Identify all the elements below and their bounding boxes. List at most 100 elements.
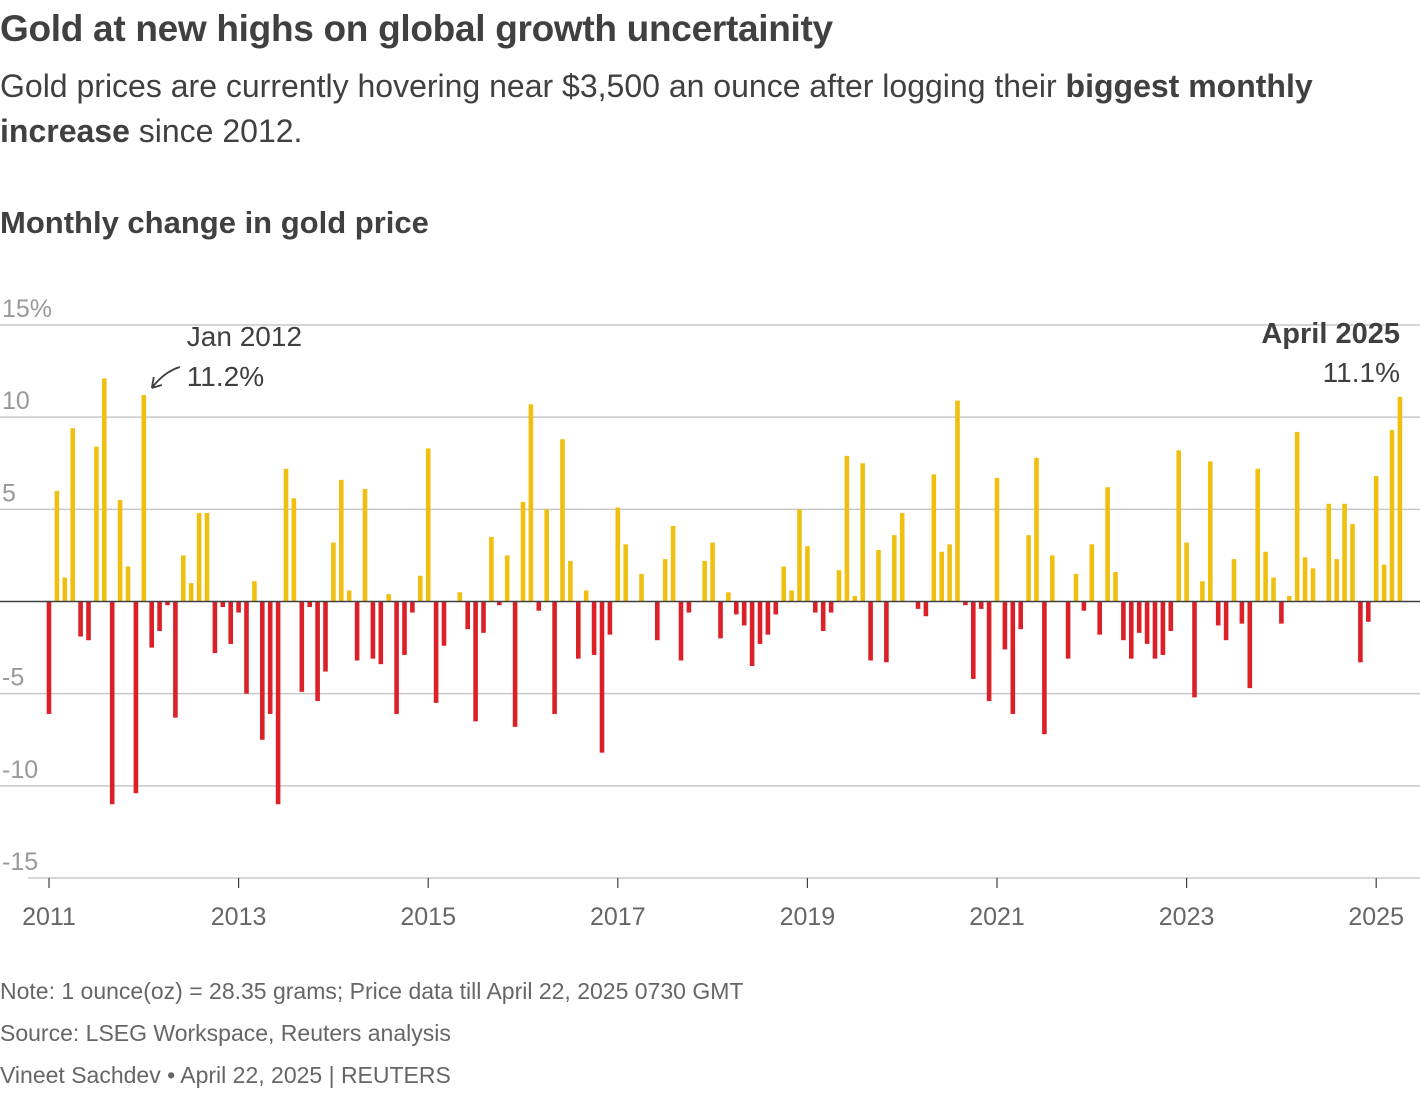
bar	[576, 601, 581, 659]
x-tick-label: 2021	[969, 903, 1025, 931]
bar	[623, 544, 628, 602]
bar	[734, 601, 739, 615]
footer-source: Source: LSEG Workspace, Reuters analysis	[0, 1020, 451, 1046]
bar	[410, 601, 415, 613]
bar	[639, 573, 644, 602]
bar	[662, 559, 668, 602]
dek: Gold prices are currently hovering near …	[0, 64, 1410, 154]
bar	[686, 601, 692, 613]
bar	[789, 590, 794, 602]
bar	[1184, 542, 1189, 602]
bar	[489, 536, 494, 602]
bar	[1144, 601, 1150, 644]
bar	[465, 601, 470, 630]
bar	[307, 601, 312, 608]
bar	[892, 535, 897, 602]
bar	[741, 601, 747, 626]
bar	[1231, 559, 1237, 602]
bar	[1121, 601, 1126, 641]
bar	[1342, 503, 1347, 602]
bar	[1366, 601, 1371, 622]
headline: Gold at new highs on global growth uncer…	[0, 8, 833, 49]
bar	[1389, 430, 1395, 602]
bar	[181, 555, 186, 602]
bar	[457, 592, 463, 602]
bar	[1239, 601, 1245, 624]
y-axis-labels: 15% 10 5 -5 -10 -15	[2, 295, 52, 876]
bar	[710, 542, 715, 602]
bars	[46, 378, 1403, 805]
bar	[157, 601, 162, 631]
bar	[1271, 577, 1276, 602]
y-tick-label: -15	[2, 848, 38, 876]
bar	[836, 570, 842, 602]
bar	[1136, 601, 1142, 633]
bar	[591, 601, 597, 655]
x-tick-label: 2011	[22, 903, 76, 931]
bar	[512, 601, 518, 727]
bar	[899, 513, 905, 602]
bar	[813, 601, 818, 613]
footer-note: Note: 1 ounce(oz) = 28.35 grams; Price d…	[0, 978, 744, 1004]
bar	[923, 601, 929, 617]
bar	[1200, 581, 1205, 602]
chart-title: Monthly change in gold price	[0, 205, 429, 240]
bar	[1010, 601, 1016, 714]
bar	[1168, 601, 1174, 631]
bar	[947, 544, 952, 602]
bar	[109, 601, 115, 805]
bar	[805, 546, 810, 602]
y-tick-label: -5	[2, 664, 24, 692]
bar	[1105, 487, 1110, 602]
bar	[433, 601, 439, 703]
bar	[1073, 573, 1079, 602]
bar	[283, 468, 289, 602]
bar	[418, 575, 423, 602]
bar	[568, 560, 573, 602]
bar	[599, 601, 605, 753]
x-tick-label: 2013	[211, 903, 267, 931]
bar	[173, 601, 178, 718]
bar	[655, 601, 660, 641]
bar	[615, 507, 621, 602]
bar	[884, 601, 889, 663]
bar	[844, 455, 850, 602]
bar	[149, 601, 154, 648]
bar	[165, 601, 170, 606]
bar	[860, 463, 865, 602]
bar	[331, 542, 336, 602]
bar	[828, 601, 834, 613]
bar	[1310, 568, 1316, 602]
bar	[117, 500, 123, 602]
bar	[994, 477, 1000, 602]
bar	[62, 577, 68, 602]
bar	[1034, 457, 1039, 602]
bar	[781, 566, 786, 602]
bar	[852, 595, 858, 602]
bar	[718, 601, 723, 639]
y-tick-label: -10	[2, 756, 38, 784]
bar	[1160, 601, 1166, 655]
x-tick-label: 2023	[1159, 903, 1215, 931]
bar	[978, 601, 984, 609]
bar	[204, 513, 210, 602]
bar	[46, 601, 52, 714]
bar	[236, 601, 241, 613]
bar	[749, 601, 755, 667]
bar	[670, 525, 676, 602]
bar	[70, 428, 75, 602]
bar	[1279, 601, 1284, 624]
bar	[220, 601, 226, 608]
bar	[797, 509, 802, 602]
bar	[86, 601, 91, 641]
bar	[1373, 476, 1379, 602]
x-tick-label: 2025	[1348, 903, 1404, 931]
bar	[520, 501, 526, 602]
dek-text-2: since 2012.	[129, 113, 303, 149]
bar	[971, 601, 976, 679]
bar	[473, 601, 478, 722]
bar	[228, 601, 233, 644]
bar	[1192, 601, 1197, 698]
bar	[370, 601, 376, 659]
